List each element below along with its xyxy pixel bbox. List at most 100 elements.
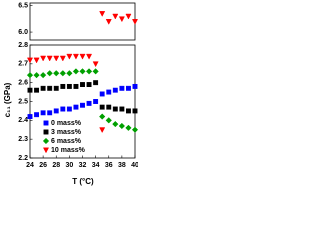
point [72,53,79,60]
x-tick-label: 30 [65,162,73,169]
y-tick-label: 6.0 [18,29,28,36]
point [80,82,85,87]
point [119,85,125,91]
point [86,53,93,60]
legend-marker [43,120,49,126]
y-tick-label: 2.6 [18,80,28,87]
point [73,104,79,110]
point [80,102,85,108]
legend-marker [42,137,50,145]
point [125,85,131,91]
y-tick-label: 2.7 [18,61,28,68]
y-tick-label: 2.4 [18,117,28,124]
point [53,55,60,62]
page: c₁₁ (GPa) T (°C) 6.0 6.5 2.2 2.3 2.4 2.5 2.6 2.… [3,2,138,187]
point [60,83,66,89]
point [125,108,131,114]
point [27,87,33,93]
point [34,112,40,118]
point [105,19,112,25]
y-tick-label: 2.8 [18,42,28,49]
x-tick-label: 38 [118,162,126,169]
point [39,71,47,79]
point [46,70,53,77]
point [106,104,112,110]
point [40,85,46,91]
point [125,13,132,20]
y-tick-label: 2.5 [18,98,28,105]
point [66,70,73,77]
point [59,70,66,77]
point [66,106,72,112]
point [53,85,59,91]
x-tick-label: 32 [79,162,87,169]
point [99,113,106,120]
point [47,85,53,91]
legend-marker [43,129,49,135]
point [33,71,40,79]
point [79,53,86,60]
point [93,80,99,86]
x-tick-label: 34 [92,162,100,169]
point [112,13,119,20]
point [79,68,86,75]
legend-label: 3 mass% [51,129,82,136]
x-tick-label: 40 [131,162,138,169]
point [106,89,112,95]
point [86,100,92,106]
legend-marker [42,147,50,154]
point [60,106,66,112]
point [93,99,99,104]
point [53,108,59,114]
point [34,87,40,93]
point [118,122,126,130]
point [26,57,34,64]
point [118,16,125,23]
x-tick-label: 24 [26,162,34,169]
y-tick-label: 2.2 [18,155,28,162]
point [86,82,92,87]
point [112,120,119,128]
point [131,19,138,25]
point [92,68,99,75]
point [40,55,47,62]
x-axis-label: T (°C) [72,177,94,186]
point [46,55,53,62]
legend-label: 10 mass% [51,147,86,154]
legend-label: 6 mass% [51,138,82,145]
point [72,68,80,75]
point [131,126,138,133]
point [33,57,40,64]
point [85,68,93,75]
point [66,53,73,60]
point [132,108,138,114]
point [99,91,105,97]
point [66,83,72,89]
plot-frame [29,2,136,41]
point [59,55,66,62]
point [125,124,132,132]
point [112,87,118,93]
x-tick-label: 36 [105,162,113,169]
point [105,117,112,124]
point [73,83,79,89]
point [99,127,106,134]
y-tick-label: 2.3 [18,136,28,143]
point [112,106,118,112]
point [26,71,34,79]
point [47,110,53,116]
chart: c₁₁ (GPa) T (°C) 6.0 6.5 2.2 2.3 2.4 2.5 2.6 2.… [3,2,138,186]
x-tick-label: 26 [39,162,47,169]
x-tick-label: 28 [52,162,60,169]
point [132,83,138,89]
y-tick-label: 6.5 [18,2,28,9]
point [53,70,60,77]
point [119,106,125,112]
y-axis-label: c₁₁ (GPa) [3,82,12,117]
point [99,104,105,110]
point [92,61,99,68]
legend-label: 0 mass% [51,120,82,127]
point [40,110,46,116]
point [27,114,33,120]
point [99,11,106,17]
